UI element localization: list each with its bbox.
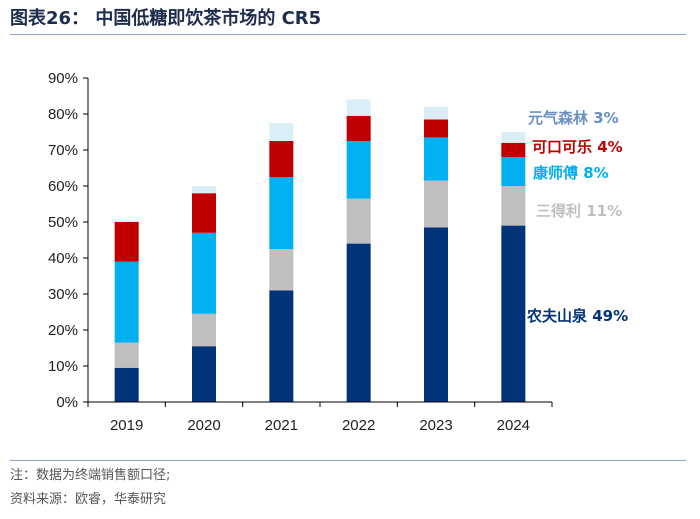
y-tick-label: 80%: [48, 106, 78, 123]
y-tick-label: 90%: [48, 70, 78, 87]
bar-2024-康师傅: [501, 157, 526, 186]
y-tick-label: 70%: [48, 142, 78, 159]
bar-2024-农夫山泉: [501, 225, 526, 402]
bar-2020-农夫山泉: [192, 346, 216, 402]
y-tick-label: 30%: [48, 286, 78, 303]
bar-2020-三得利: [192, 313, 216, 347]
legend-label-康师傅: 康师傅 8%: [533, 164, 609, 182]
bar-2019-农夫山泉: [114, 367, 139, 402]
legend: 农夫山泉 49% 三得利 11% 康师傅 8% 可口可乐 4% 元气森林 3%: [526, 109, 628, 325]
x-tick-label: 2019: [110, 417, 143, 434]
bar-2021-农夫山泉: [269, 290, 294, 402]
bar-2019-元气森林: [114, 220, 139, 222]
bar-2019-可口可乐: [114, 222, 139, 262]
bar-2023-元气森林: [424, 106, 448, 120]
bar-2019-三得利: [114, 342, 139, 368]
footer-divider: [10, 460, 686, 461]
bar-2023-可口可乐: [424, 119, 448, 138]
bar-2021-三得利: [269, 249, 294, 291]
bar-2022-康师傅: [346, 141, 371, 199]
bar-2022-三得利: [346, 198, 371, 244]
source-note: 资料来源：欧睿，华泰研究: [10, 492, 167, 507]
bar-series: [114, 99, 526, 402]
legend-label-可口可乐: 可口可乐 4%: [532, 138, 623, 156]
chart-title: 图表26： 中国低糖即饮茶市场的 CR5: [10, 8, 322, 29]
bar-2021-可口可乐: [269, 141, 294, 177]
bar-2020-元气森林: [192, 186, 216, 194]
legend-label-元气森林: 元气森林 3%: [528, 109, 619, 127]
x-tick-label: 2021: [265, 417, 298, 434]
bar-2023-农夫山泉: [424, 227, 448, 402]
y-tick-label: 60%: [48, 178, 78, 195]
y-tick-label: 0%: [56, 394, 78, 411]
bar-2022-元气森林: [346, 99, 371, 116]
stacked-bar-chart: 0%10%20%30%40%50%60%70%80%90% 2019 2020 20…: [48, 70, 628, 434]
bar-2024-三得利: [501, 186, 526, 226]
y-tick-label: 20%: [48, 322, 78, 339]
bar-2024-可口可乐: [501, 142, 526, 158]
footnote: 注：数据为终端销售额口径;: [10, 468, 171, 483]
bar-2020-可口可乐: [192, 193, 216, 233]
bar-2024-元气森林: [501, 132, 526, 143]
legend-label-三得利: 三得利 11%: [536, 202, 622, 220]
bar-2021-元气森林: [269, 123, 294, 141]
bar-2019-康师傅: [114, 261, 139, 343]
bar-2020-康师傅: [192, 232, 216, 314]
x-tick-label: 2022: [342, 417, 375, 434]
bar-2023-康师傅: [424, 137, 448, 181]
legend-label-农夫山泉: 农夫山泉 49%: [526, 307, 628, 325]
bar-2022-可口可乐: [346, 115, 371, 141]
x-axis: 2019 2020 2021 2022 2023 2024: [87, 401, 553, 434]
y-tick-label: 10%: [48, 358, 78, 375]
y-axis: 0% 10% 20% 30% 40% 50% 60% 70% 80% 90%: [48, 70, 89, 411]
bar-2021-康师傅: [269, 177, 294, 249]
y-tick-label: 40%: [48, 250, 78, 267]
x-tick-label: 2020: [187, 417, 220, 434]
bar-2022-农夫山泉: [346, 243, 371, 402]
x-tick-label: 2024: [497, 417, 530, 434]
title-divider: [10, 34, 686, 35]
bar-2023-三得利: [424, 180, 448, 228]
x-tick-label: 2023: [419, 417, 452, 434]
y-tick-label: 50%: [48, 214, 78, 231]
